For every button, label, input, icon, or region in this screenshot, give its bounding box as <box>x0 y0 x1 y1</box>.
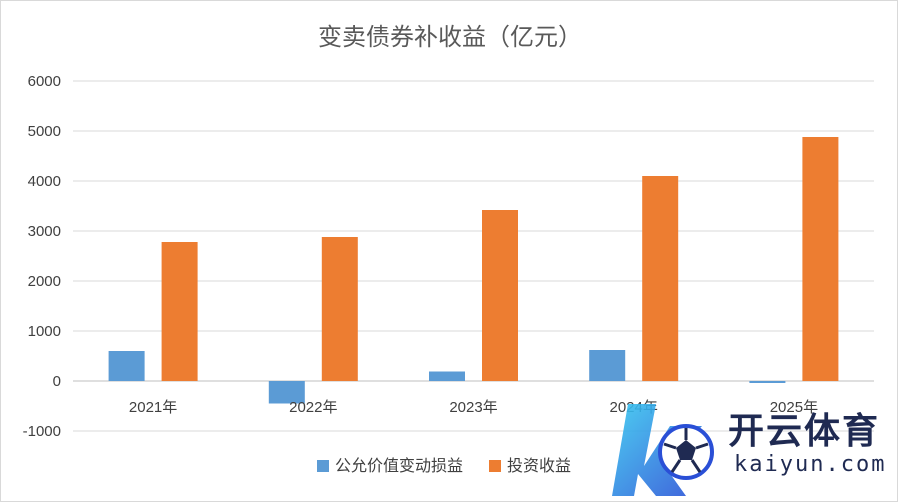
bar-investment-income-4 <box>802 137 839 381</box>
y-tick-label: 4000 <box>28 173 61 190</box>
bar-fair-value-1 <box>268 381 305 404</box>
bar-investment-income-1 <box>321 237 358 381</box>
gridlines <box>73 80 874 432</box>
y-tick-label: -1000 <box>23 423 61 440</box>
y-tick-label: 1000 <box>28 323 61 340</box>
bar-fair-value-2 <box>429 371 465 381</box>
y-tick-label: 2000 <box>28 273 61 290</box>
legend-swatch <box>317 460 329 472</box>
watermark: 开云体育 kaiyun.com <box>608 396 898 502</box>
y-tick-label: 3000 <box>28 223 61 240</box>
y-tick-label: 5000 <box>28 123 61 140</box>
bar-investment-income-2 <box>482 210 518 381</box>
x-tick-label: 2021年 <box>129 399 177 416</box>
legend: 公允价值变动损益 投资收益 <box>317 456 571 475</box>
x-tick-label: 2023年 <box>449 399 497 416</box>
bar-fair-value-4 <box>749 381 786 383</box>
legend-label: 公允价值变动损益 <box>335 456 463 475</box>
y-tick-label: 6000 <box>28 73 61 90</box>
bar-fair-value-0 <box>108 351 145 381</box>
y-tick-label: 0 <box>53 373 61 390</box>
watermark-domain: kaiyun.com <box>734 452 887 477</box>
k-football-logo-icon <box>612 404 714 496</box>
bar-investment-income-3 <box>642 176 679 381</box>
x-tick-label: 2022年 <box>289 399 337 416</box>
bars <box>108 137 839 404</box>
x-tick-label: 2025年 <box>770 399 818 416</box>
legend-label: 投资收益 <box>507 456 571 475</box>
legend-swatch <box>489 460 501 472</box>
bar-investment-income-0 <box>161 242 198 381</box>
y-axis-ticks: -1000 0 1000 2000 3000 4000 5000 6000 <box>23 73 61 440</box>
watermark-brand: 开云体育 <box>728 411 881 452</box>
chart-title: 变卖债券补收益（亿元） <box>318 23 582 51</box>
bar-fair-value-3 <box>589 350 626 381</box>
